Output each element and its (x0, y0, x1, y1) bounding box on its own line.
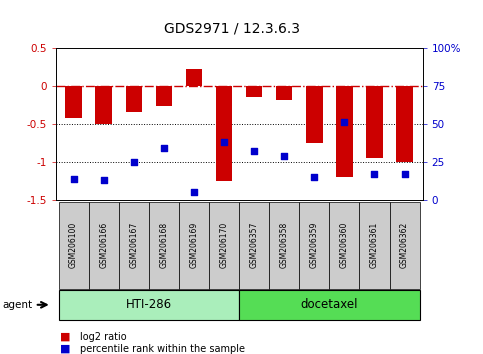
Bar (389, 202, 420, 289)
Text: agent: agent (2, 300, 32, 310)
Point (130, 159, 138, 165)
Bar (185, 69, 202, 86)
Bar (209, 202, 239, 289)
Text: percentile rank within the sample: percentile rank within the sample (80, 344, 245, 354)
Point (280, 153, 288, 159)
Bar (336, 86, 353, 177)
Text: GSM206169: GSM206169 (189, 222, 199, 268)
Point (100, 177, 108, 183)
Text: GSM206100: GSM206100 (69, 222, 78, 268)
Bar (58, 290, 239, 320)
Bar (239, 202, 269, 289)
Bar (119, 202, 149, 289)
Bar (276, 86, 293, 99)
Bar (89, 202, 119, 289)
Text: GSM206360: GSM206360 (340, 222, 349, 268)
Point (160, 145, 168, 151)
Bar (359, 202, 389, 289)
Bar (216, 86, 232, 181)
Text: GSM206357: GSM206357 (250, 222, 258, 268)
Point (341, 120, 348, 125)
Bar (149, 202, 179, 289)
Text: ■: ■ (60, 332, 71, 342)
Point (220, 139, 228, 145)
Point (70, 176, 77, 182)
Point (190, 190, 198, 195)
Bar (126, 86, 142, 113)
Text: GSM206167: GSM206167 (129, 222, 138, 268)
Text: docetaxel: docetaxel (300, 298, 358, 311)
Text: GSM206166: GSM206166 (99, 222, 108, 268)
Text: GSM206170: GSM206170 (220, 222, 228, 268)
Bar (269, 202, 299, 289)
Bar (306, 86, 323, 143)
Bar (156, 86, 172, 107)
Text: GSM206359: GSM206359 (310, 222, 319, 268)
Text: GDS2971 / 12.3.6.3: GDS2971 / 12.3.6.3 (164, 21, 300, 35)
Point (250, 148, 258, 154)
Bar (96, 86, 112, 124)
Bar (366, 86, 383, 158)
Text: GSM206168: GSM206168 (159, 222, 169, 268)
Text: GSM206358: GSM206358 (280, 222, 289, 268)
Bar (396, 86, 413, 162)
Bar (65, 86, 82, 118)
Text: ■: ■ (60, 344, 71, 354)
Point (401, 171, 409, 177)
Text: HTI-286: HTI-286 (126, 298, 172, 311)
Bar (246, 86, 262, 97)
Text: log2 ratio: log2 ratio (80, 332, 127, 342)
Point (311, 175, 318, 180)
Bar (58, 202, 89, 289)
Text: GSM206361: GSM206361 (370, 222, 379, 268)
Text: GSM206362: GSM206362 (400, 222, 409, 268)
Bar (239, 290, 420, 320)
Bar (329, 202, 359, 289)
Bar (299, 202, 329, 289)
Point (370, 171, 378, 177)
Bar (179, 202, 209, 289)
